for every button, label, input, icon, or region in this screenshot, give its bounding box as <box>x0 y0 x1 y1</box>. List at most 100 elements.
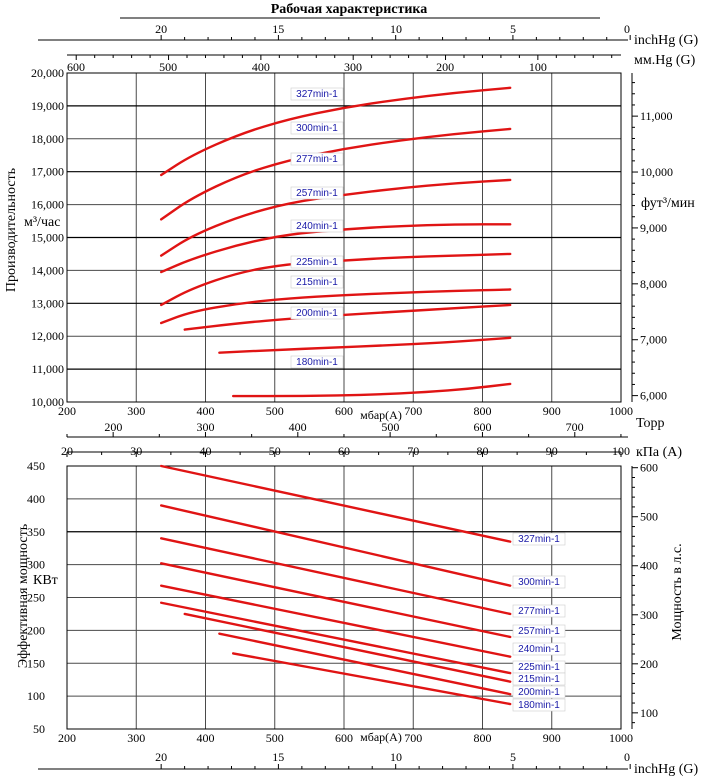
curve-label-box <box>512 672 566 686</box>
power-curve <box>183 612 512 683</box>
curve-label-box <box>290 87 344 101</box>
top-axis-kpa-label: 50 <box>269 444 281 458</box>
right-axis-label: 400 <box>640 559 658 573</box>
curve-label: 215min-1 <box>518 674 560 685</box>
curve-label: 200min-1 <box>518 687 560 698</box>
curve-label: 215min-1 <box>296 277 338 288</box>
y-tick-label: 12,000 <box>31 329 64 343</box>
x-tick-label: 200 <box>58 731 76 745</box>
top-axis-mmhg-label: 600 <box>67 60 85 74</box>
x-tick-label: 300 <box>127 731 145 745</box>
top-axis-inchhg-label: 5 <box>510 22 516 36</box>
plot-frame <box>66 72 622 403</box>
y-tick-label: 11,000 <box>31 362 64 376</box>
top-axis-inchhg-title: inchHg (G) <box>634 33 698 48</box>
capacity-curve <box>218 336 512 354</box>
curve-label-box <box>512 575 566 589</box>
top-axis-kpa-label: 80 <box>477 444 489 458</box>
y-tick-label: 18,000 <box>31 132 64 146</box>
curve-label: 257min-1 <box>296 188 338 199</box>
curve-label-box <box>290 306 344 320</box>
capacity-curve <box>232 382 512 398</box>
top-axis-kpa-label: 30 <box>130 444 142 458</box>
plot-frame <box>66 465 622 730</box>
bottom-axis-inchhg-title: inchHg (G) <box>634 762 698 777</box>
top-axis-mmhg-label: 400 <box>252 60 270 74</box>
top-axis-mmhg-label: 300 <box>344 60 362 74</box>
right-axis-label: 200 <box>640 657 658 671</box>
top-axis-inchhg-label: 20 <box>155 22 167 36</box>
y-tick-label: 10,000 <box>31 395 64 409</box>
x-tick-label: 200 <box>58 404 76 418</box>
power-curve <box>159 584 512 658</box>
y-tick-label: 19,000 <box>31 99 64 113</box>
x-tick-label: 1000 <box>609 731 633 745</box>
bottom-axis-inchhg-label: 5 <box>510 750 516 764</box>
chart-panels: 200 300 400 500 600 700 800 900 100010,00011,000… <box>4 22 698 777</box>
right-axis-label: 11,000 <box>640 109 673 123</box>
right-axis-label: 500 <box>640 510 658 524</box>
top-axis-torr-label: 500 <box>381 420 399 434</box>
bottom-axis-inchhg-label: 0 <box>624 750 630 764</box>
curve-label-box <box>512 642 566 656</box>
curve-label: 277min-1 <box>518 606 560 617</box>
power-curve <box>231 652 512 706</box>
top-axis-mmhg-label: 500 <box>159 60 177 74</box>
y-axis-unit: м³/час <box>24 215 60 230</box>
x-tick-label: 300 <box>127 404 145 418</box>
y-tick-label: 20,000 <box>31 66 64 80</box>
right-axis-label: 7,000 <box>640 333 667 347</box>
x-tick-label: 800 <box>474 404 492 418</box>
x-tick-label: 400 <box>197 731 215 745</box>
x-tick-label: 1000 <box>609 404 633 418</box>
top-axis-torr-label: 300 <box>197 420 215 434</box>
y-axis-unit: КВт <box>33 573 58 588</box>
y-tick-label: 250 <box>27 591 45 605</box>
curve-label-box <box>290 186 344 200</box>
curve-label: 300min-1 <box>518 577 560 588</box>
curve-label: 225min-1 <box>296 257 338 268</box>
curve-label: 240min-1 <box>518 644 560 655</box>
y-tick-label: 14,000 <box>31 263 64 277</box>
page-title: Рабочая характеристика <box>271 2 428 17</box>
top-axis-inchhg-label: 10 <box>390 22 402 36</box>
top-axis-kpa-label: 40 <box>200 444 212 458</box>
x-tick-label: 600 <box>335 731 353 745</box>
x-tick-label: 600 <box>335 404 353 418</box>
x-axis-title: мбар(A) <box>360 408 402 422</box>
top-axis-torr-label: 700 <box>566 420 584 434</box>
curve-label: 327min-1 <box>296 89 338 100</box>
curve-label-box <box>512 685 566 699</box>
curve-label-box <box>290 219 344 233</box>
top-axis-torr-label: 600 <box>474 420 492 434</box>
power-curve <box>159 504 512 587</box>
curve-label: 225min-1 <box>518 662 560 673</box>
capacity-curve <box>159 288 512 325</box>
power-curve <box>159 537 512 616</box>
right-axis-label: 9,000 <box>640 221 667 235</box>
y-tick-label: 150 <box>27 656 45 670</box>
x-axis-title: мбар(A) <box>360 730 402 744</box>
y-tick-label: 16,000 <box>31 198 64 212</box>
bottom-axis-inchhg-label: 15 <box>272 750 284 764</box>
y-tick-label: 17,000 <box>31 165 64 179</box>
curve-label-box <box>290 355 344 369</box>
power-curve <box>159 464 512 543</box>
top-axis-kpa-label: 100 <box>612 444 630 458</box>
capacity-curve <box>183 303 512 331</box>
top-axis-kpa-label: 60 <box>338 444 350 458</box>
curve-label-box <box>290 152 344 166</box>
x-tick-label: 700 <box>404 404 422 418</box>
top-axis-mmhg-title: мм.Hg (G) <box>634 53 696 68</box>
y-tick-label: 350 <box>27 525 45 539</box>
capacity-curve <box>159 86 512 177</box>
curve-label: 327min-1 <box>518 534 560 545</box>
curve-label-box <box>512 698 566 712</box>
power-curve <box>159 601 512 675</box>
curve-label: 277min-1 <box>296 154 338 165</box>
top-axis-inchhg-label: 0 <box>624 22 630 36</box>
y-tick-label: 100 <box>27 689 45 703</box>
x-tick-label: 500 <box>266 404 284 418</box>
y-tick-label: 400 <box>27 492 45 506</box>
